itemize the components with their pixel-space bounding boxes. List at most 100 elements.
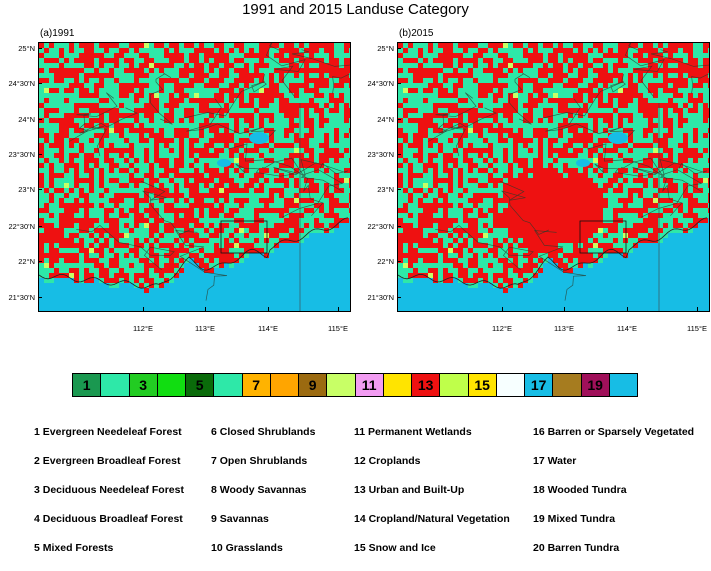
lat-tick-mark [397, 154, 401, 155]
lat-tick-mark [38, 83, 42, 84]
lon-tick-mark [268, 307, 269, 311]
colorbar-cell: 13 [412, 374, 440, 396]
lon-tick-label: 114°E [607, 324, 647, 333]
lat-tick-label: 24°30'N [0, 79, 35, 88]
lat-tick-mark [38, 119, 42, 120]
lat-tick-label: 25°N [354, 44, 394, 53]
colorbar-cell [440, 374, 468, 396]
lon-tick-label: 113°E [185, 324, 225, 333]
legend-item: 16 Barren or Sparsely Vegetated [533, 426, 694, 455]
legend-item: 13 Urban and Built-Up [354, 484, 510, 513]
colorbar-cell: 5 [186, 374, 214, 396]
colorbar-cell: 3 [130, 374, 158, 396]
legend-item: 8 Woody Savannas [211, 484, 315, 513]
colorbar-cell: 11 [356, 374, 384, 396]
lat-tick-mark [397, 119, 401, 120]
lat-tick-label: 25°N [0, 44, 35, 53]
lat-tick-mark [397, 83, 401, 84]
landuse-map-2015 [398, 43, 709, 311]
colorbar-cell [158, 374, 186, 396]
panel-a-label: (a)1991 [40, 28, 74, 40]
lon-tick-label: 115°E [318, 324, 358, 333]
legend-item: 15 Snow and Ice [354, 542, 510, 571]
lat-tick-label: 21°30'N [354, 293, 394, 302]
legend-item: 6 Closed Shrublands [211, 426, 315, 455]
legend-item: 12 Croplands [354, 455, 510, 484]
lon-tick-mark [143, 307, 144, 311]
colorbar-cell [327, 374, 355, 396]
lat-tick-mark [38, 226, 42, 227]
lat-tick-mark [397, 189, 401, 190]
lat-tick-mark [38, 189, 42, 190]
colorbar-cell [553, 374, 581, 396]
lat-tick-mark [397, 297, 401, 298]
lat-tick-label: 24°N [354, 115, 394, 124]
colorbar-cell [610, 374, 637, 396]
lat-tick-label: 23°N [354, 185, 394, 194]
figure-title: 1991 and 2015 Landuse Category [0, 0, 711, 20]
lat-tick-mark [397, 261, 401, 262]
legend-item: 2 Evergreen Broadleaf Forest [34, 455, 184, 484]
lat-tick-mark [397, 226, 401, 227]
lat-tick-label: 23°30'N [354, 150, 394, 159]
legend-item: 19 Mixed Tundra [533, 513, 694, 542]
colorbar-cell: 1 [73, 374, 101, 396]
landuse-map-1991 [39, 43, 350, 311]
map-panel-1991 [38, 42, 351, 312]
colorbar-cell: 15 [469, 374, 497, 396]
lat-tick-label: 24°30'N [354, 79, 394, 88]
lat-tick-label: 22°N [0, 257, 35, 266]
lon-tick-label: 112°E [123, 324, 163, 333]
lon-tick-mark [627, 307, 628, 311]
lon-tick-mark [564, 307, 565, 311]
lat-tick-label: 21°30'N [0, 293, 35, 302]
colorbar-cell [384, 374, 412, 396]
legend-item: 10 Grasslands [211, 542, 315, 571]
lon-tick-mark [502, 307, 503, 311]
legend-item: 17 Water [533, 455, 694, 484]
legend-item: 5 Mixed Forests [34, 542, 184, 571]
legend-item: 9 Savannas [211, 513, 315, 542]
lon-tick-label: 115°E [677, 324, 711, 333]
lon-tick-label: 112°E [482, 324, 522, 333]
legend-item: 20 Barren Tundra [533, 542, 694, 571]
colorbar-cell: 9 [299, 374, 327, 396]
lat-tick-label: 22°30'N [354, 222, 394, 231]
legend-item: 3 Deciduous Needeleaf Forest [34, 484, 184, 513]
colorbar-cell: 19 [582, 374, 610, 396]
lon-tick-mark [205, 307, 206, 311]
lat-tick-label: 22°N [354, 257, 394, 266]
colorbar-cell [101, 374, 129, 396]
lat-tick-label: 23°N [0, 185, 35, 194]
lat-tick-label: 22°30'N [0, 222, 35, 231]
colorbar-cell [497, 374, 525, 396]
colorbar-cell [214, 374, 242, 396]
legend-item: 1 Evergreen Needeleaf Forest [34, 426, 184, 455]
lon-tick-label: 113°E [544, 324, 584, 333]
legend-item: 11 Permanent Wetlands [354, 426, 510, 455]
map-panel-2015 [397, 42, 710, 312]
legend-item: 18 Wooded Tundra [533, 484, 694, 513]
lat-tick-label: 23°30'N [0, 150, 35, 159]
lat-tick-label: 24°N [0, 115, 35, 124]
colorbar-cell: 7 [243, 374, 271, 396]
lon-tick-label: 114°E [248, 324, 288, 333]
lon-tick-mark [338, 307, 339, 311]
lat-tick-mark [38, 297, 42, 298]
panel-b-label: (b)2015 [399, 28, 433, 40]
colorbar-cell [271, 374, 299, 396]
colorbar-cell: 17 [525, 374, 553, 396]
lat-tick-mark [38, 154, 42, 155]
legend-item: 4 Deciduous Broadleaf Forest [34, 513, 184, 542]
legend-item: 14 Cropland/Natural Vegetation [354, 513, 510, 542]
lon-tick-mark [697, 307, 698, 311]
lat-tick-mark [38, 261, 42, 262]
lat-tick-mark [38, 48, 42, 49]
lat-tick-mark [397, 48, 401, 49]
legend-item: 7 Open Shrublands [211, 455, 315, 484]
